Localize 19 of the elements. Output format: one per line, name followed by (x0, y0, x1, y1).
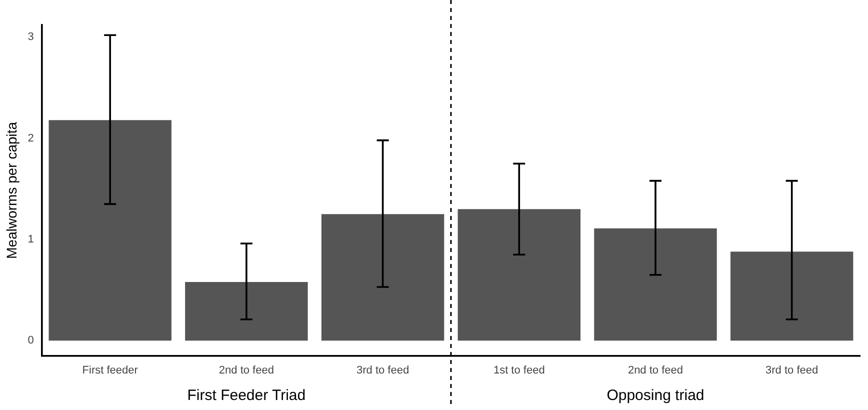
text: Opposing triad (606, 387, 704, 404)
y-tick-label: 1 (28, 233, 34, 246)
bar (594, 228, 717, 341)
y-tick-label: 0 (28, 334, 34, 347)
y-tick-label: 2 (28, 132, 34, 144)
bar (48, 120, 172, 341)
x-tick-label: First feeder (82, 364, 138, 376)
bar (185, 282, 308, 341)
x-tick-label: 2nd to feed (628, 364, 684, 376)
y-tick-label: 3 (28, 31, 34, 44)
bar (458, 209, 580, 341)
x-tick-label: 2nd to feed (218, 364, 274, 376)
bar (321, 214, 444, 341)
x-tick-label: 3rd to feed (356, 364, 410, 376)
y-axis-title: Mealworms per capita (3, 122, 20, 259)
x-tick-label: 1st to feed (493, 364, 545, 376)
bar (730, 252, 854, 341)
text: First Feeder Triad (187, 387, 306, 404)
x-tick-label: 3rd to feed (766, 364, 818, 376)
